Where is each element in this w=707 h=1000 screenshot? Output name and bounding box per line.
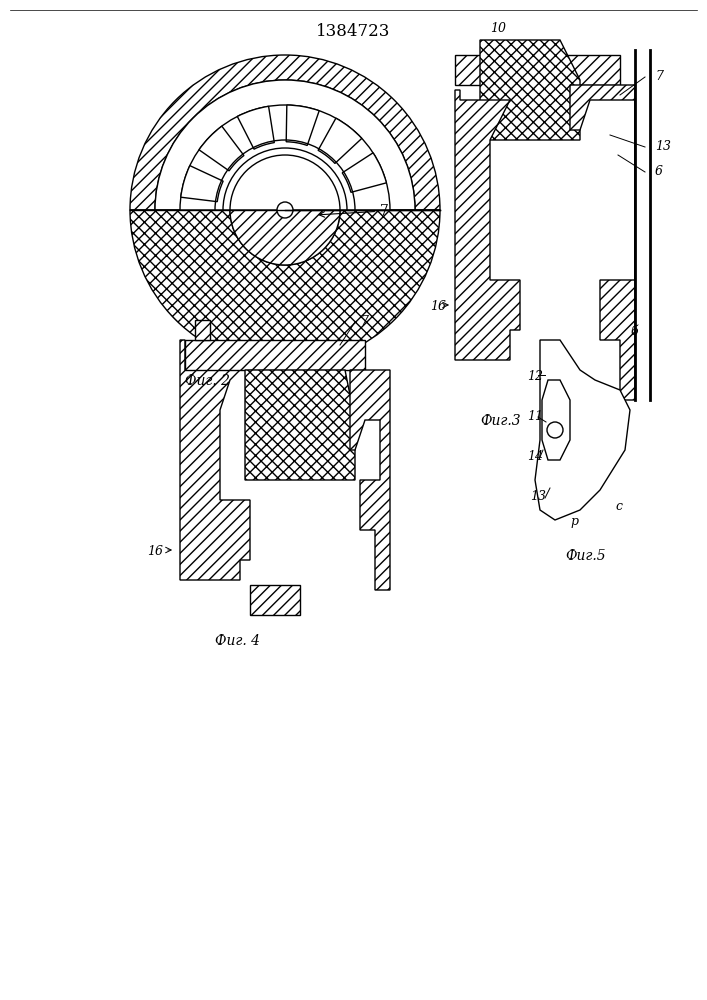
Wedge shape (199, 126, 244, 171)
Text: 7: 7 (319, 204, 389, 218)
Text: 11: 11 (527, 410, 543, 423)
Text: 16: 16 (147, 545, 163, 558)
Wedge shape (130, 210, 440, 365)
Text: р: р (570, 515, 578, 528)
Polygon shape (542, 380, 570, 460)
Text: 6: 6 (655, 165, 663, 178)
Polygon shape (245, 370, 355, 480)
Polygon shape (350, 370, 390, 590)
Text: 10: 10 (490, 22, 506, 35)
Bar (195, 320, 210, 340)
Bar (185, 340, 365, 370)
Text: 13: 13 (530, 490, 546, 503)
Polygon shape (570, 85, 635, 400)
Polygon shape (180, 340, 250, 580)
Text: Фиг.5: Фиг.5 (565, 549, 606, 563)
Wedge shape (238, 106, 274, 149)
Text: 7: 7 (360, 315, 368, 328)
Wedge shape (181, 166, 223, 202)
Wedge shape (130, 55, 440, 210)
Text: 14: 14 (527, 450, 543, 463)
Wedge shape (342, 153, 387, 192)
Wedge shape (318, 118, 362, 163)
Wedge shape (230, 210, 340, 265)
Text: с: с (615, 500, 622, 513)
Text: б: б (630, 325, 638, 338)
Text: Фиг. 4: Фиг. 4 (215, 634, 260, 648)
Text: 1384723: 1384723 (316, 23, 390, 40)
Polygon shape (480, 40, 580, 140)
Polygon shape (455, 90, 520, 360)
Text: 12: 12 (527, 370, 543, 383)
Bar (250, 585, 300, 615)
Circle shape (277, 202, 293, 218)
Bar (455, 55, 620, 85)
Polygon shape (535, 340, 630, 520)
Text: Фиг. 2: Фиг. 2 (185, 374, 230, 388)
Text: Фиг.3: Фиг.3 (480, 414, 520, 428)
Text: 7: 7 (655, 70, 663, 83)
Text: 13: 13 (655, 140, 671, 153)
Text: 16: 16 (430, 300, 446, 313)
Wedge shape (286, 105, 319, 145)
Wedge shape (155, 80, 415, 210)
